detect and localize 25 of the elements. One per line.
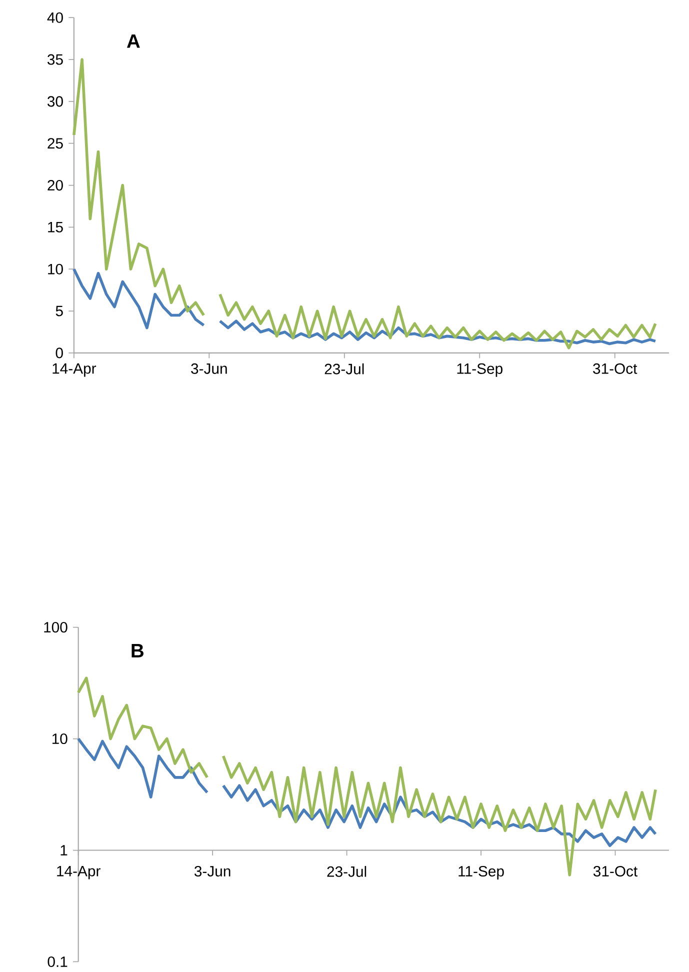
x-tick-label: 23-Jul bbox=[327, 866, 366, 877]
x-tick-label: 3-Jun bbox=[191, 363, 227, 374]
x-tick-label: 3-Jun bbox=[194, 866, 230, 877]
y-tick-label: 0 bbox=[56, 348, 63, 358]
y-tick-label: 35 bbox=[47, 54, 63, 65]
x-tick-label: 31-Oct bbox=[593, 866, 638, 877]
x-tick-label: 14-Apr bbox=[57, 866, 100, 880]
annotation: B bbox=[132, 644, 144, 658]
y-tick-label: 10 bbox=[52, 733, 68, 744]
y-tick-label: 15 bbox=[48, 222, 63, 232]
y-tick-label: 5 bbox=[56, 306, 63, 316]
y-tick-label: 0.1 bbox=[48, 956, 68, 968]
x-tick-label: 11-Sep bbox=[457, 363, 502, 377]
x-tick-label: 11-Sep bbox=[458, 866, 504, 880]
x-tick-label: 23-Jul bbox=[324, 363, 364, 374]
y-tick-label: 30 bbox=[47, 96, 63, 107]
y-tick-label: 25 bbox=[48, 138, 63, 149]
y-tick-label: 100 bbox=[44, 622, 68, 633]
x-tick-label: 31-Oct bbox=[592, 363, 638, 374]
y-tick-label: 40 bbox=[47, 12, 63, 23]
y-tick-label: 1 bbox=[60, 845, 68, 856]
x-tick-label: 14-Apr bbox=[52, 363, 96, 377]
y-tick-label: 10 bbox=[48, 264, 63, 274]
annotation: A bbox=[126, 34, 140, 48]
y-tick-label: 20 bbox=[48, 180, 63, 191]
